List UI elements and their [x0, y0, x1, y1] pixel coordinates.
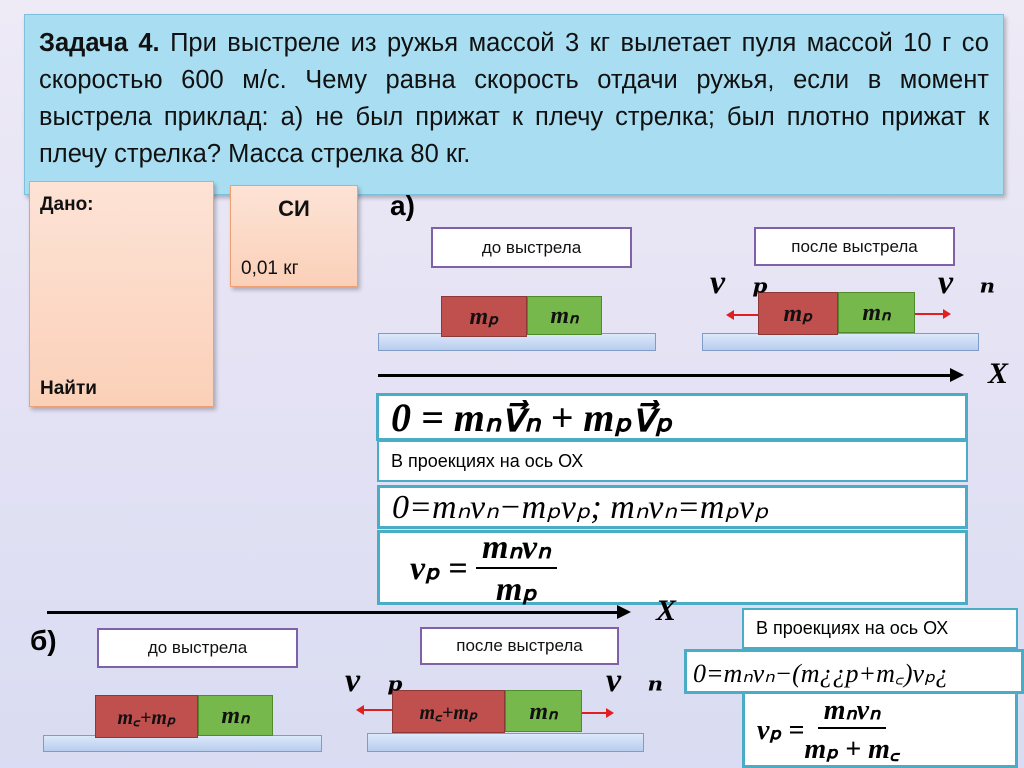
projection-equation: 0=mₙvₙ−(m¿¿p+m꜀)vₚ¿	[684, 649, 1024, 694]
bullet-block: mₙ	[505, 690, 582, 732]
problem-statement: Задача 4. При выстреле из ружья массой 3…	[24, 14, 1004, 195]
bullet-velocity-label: v⃗ₙ	[938, 264, 996, 301]
si-value: 0,01 кг	[241, 258, 299, 279]
momentum-vector-equation: 0 = mₙv⃗ₙ + mₚv⃗ₚ	[376, 393, 968, 441]
surface	[702, 333, 979, 351]
after-shot-label: после выстрела	[420, 627, 619, 665]
bullet-velocity-arrow	[582, 708, 614, 718]
recoil-formula-lhs: vₚ =	[410, 549, 468, 587]
rifle-velocity-label: v⃗ₚ	[345, 662, 404, 699]
x-axis-label: X	[988, 357, 1009, 390]
x-axis-arrow	[378, 368, 964, 382]
rifle-velocity-label: v⃗ₚ	[710, 264, 769, 301]
rifle-shooter-block: m꜀+mₚ	[95, 695, 198, 738]
rifle-velocity-arrow	[356, 705, 392, 715]
find-title: Найти	[40, 378, 97, 399]
projection-label: В проекциях на ось ОХ	[742, 608, 1018, 649]
problem-label: Задача 4.	[39, 29, 160, 57]
x-axis-label: X	[656, 594, 677, 627]
fraction: mₙvₙ mₚ + m꜀	[804, 693, 899, 767]
numerator: mₙvₙ	[817, 693, 887, 729]
rifle-velocity-arrow	[726, 310, 758, 320]
recoil-formula-lhs: vₚ =	[757, 714, 805, 746]
surface	[367, 733, 644, 752]
part-b-label: б)	[30, 625, 57, 656]
si-box: СИ 0,01 кг	[230, 185, 358, 287]
part-a-label: а)	[390, 190, 415, 221]
bullet-velocity-arrow	[915, 309, 951, 319]
rifle-block: mₚ	[441, 296, 527, 337]
problem-text: При выстреле из ружья массой 3 кг вылета…	[39, 29, 989, 168]
rifle-block: mₚ	[758, 292, 838, 335]
fraction: mₙvₙ mₚ	[476, 527, 557, 609]
si-title: СИ	[278, 196, 310, 221]
projection-label: В проекциях на ось ОХ	[377, 440, 968, 482]
before-shot-label: до выстрела	[97, 628, 298, 668]
bullet-velocity-label: v⃗ₙ	[606, 662, 664, 699]
denominator: mₚ	[495, 570, 537, 608]
numerator: mₙvₙ	[476, 527, 557, 569]
rifle-shooter-block: m꜀+mₚ	[392, 690, 505, 733]
after-shot-label: после выстрела	[754, 227, 955, 266]
before-shot-label: до выстрела	[431, 227, 632, 268]
denominator: mₚ + m꜀	[804, 733, 900, 765]
given-box: Дано: Найти	[29, 181, 214, 407]
recoil-formula: vₚ = mₙvₙ mₚ	[377, 529, 968, 608]
x-axis-arrow	[47, 605, 631, 619]
bullet-block: mₙ	[198, 695, 273, 736]
recoil-formula: vₚ = mₙvₙ mₚ + m꜀	[742, 694, 1018, 768]
bullet-block: mₙ	[527, 296, 602, 335]
bullet-block: mₙ	[838, 292, 915, 333]
given-title: Дано:	[40, 194, 94, 215]
projection-equation: 0=mₙvₙ−mₚvₚ; mₙvₙ=mₚvₚ	[377, 485, 968, 529]
